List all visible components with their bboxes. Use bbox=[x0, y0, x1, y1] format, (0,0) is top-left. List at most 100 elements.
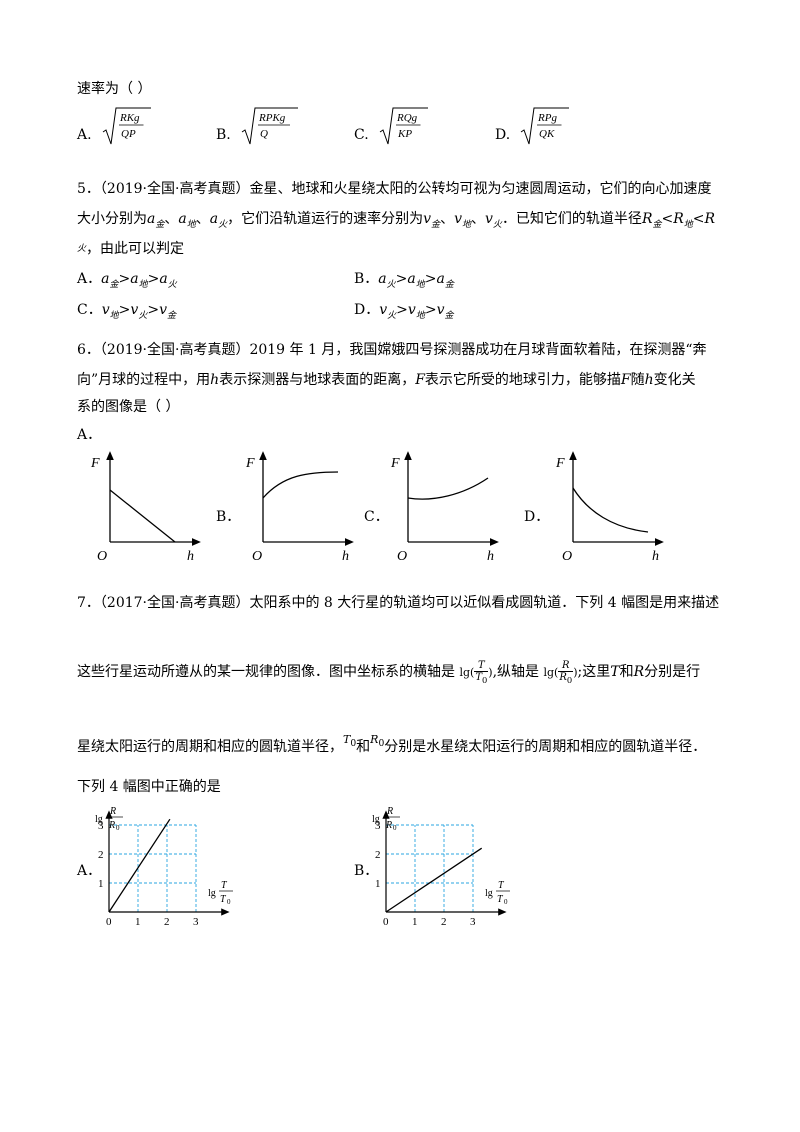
radical-denominator: Q bbox=[260, 128, 268, 140]
y-axis-label-num: R bbox=[386, 806, 393, 817]
sep: 、 bbox=[471, 211, 485, 227]
graph-F-label: F bbox=[245, 456, 255, 471]
q6-line3: 系的图像是（ ） bbox=[77, 399, 180, 415]
sym-R0: R bbox=[370, 733, 379, 746]
q6-stem2a: 向”月球的过程中，用 bbox=[77, 372, 211, 388]
graph-a-curve bbox=[109, 489, 176, 543]
graph-d-curve bbox=[572, 487, 649, 533]
sub-di: 地 bbox=[186, 220, 196, 230]
gt: > bbox=[395, 271, 408, 287]
q6-option-c-label[interactable]: C． bbox=[364, 509, 389, 525]
q7-option-b-label[interactable]: B． bbox=[354, 863, 379, 879]
opt-label: C. bbox=[354, 127, 369, 143]
x-axis-label-sub: 0 bbox=[227, 898, 231, 906]
q7-stem2b: ,纵轴是 bbox=[492, 664, 540, 680]
q7-stem1: 太阳系中的 8 大行星的轨道均可以近似看成圆轨道．下列 4 幅图是用来描述 bbox=[249, 595, 720, 611]
graph-O-label: O bbox=[397, 549, 407, 564]
sym-F: F bbox=[620, 372, 631, 388]
radical-icon: RPKg Q bbox=[241, 107, 298, 145]
sym-a: a bbox=[378, 271, 387, 287]
graph-h-label: h bbox=[342, 549, 349, 564]
q6-graph-a[interactable]: F O h bbox=[85, 450, 205, 570]
sub-zero: 0 bbox=[566, 675, 573, 685]
y-axis-label-den: R bbox=[108, 820, 115, 831]
q7-number: 7． bbox=[77, 595, 100, 611]
sym-R: R bbox=[641, 211, 653, 227]
x-tick-label: 1 bbox=[412, 916, 418, 928]
sep: 、 bbox=[195, 211, 210, 227]
series-line bbox=[108, 818, 171, 913]
q7-line3: 星绕太阳运行的周期和相应的圆轨道半径，T0和R0分别是水星绕太阳运行的周期和相应… bbox=[77, 732, 706, 767]
y-tick-label: 1 bbox=[98, 878, 104, 890]
radical-icon: RPg QK bbox=[520, 107, 569, 145]
y-tick-label: 3 bbox=[98, 820, 104, 832]
x-axis-label-num: T bbox=[498, 880, 505, 891]
sym-v: v bbox=[379, 302, 388, 318]
graph-O-label: O bbox=[252, 549, 262, 564]
q5-option-c[interactable]: C．v地>v火>v金 bbox=[77, 301, 176, 321]
opt-label: A． bbox=[77, 271, 102, 287]
q7-option-a-label[interactable]: A． bbox=[77, 863, 102, 879]
lg-T-fraction: lg(T T0) bbox=[459, 660, 492, 685]
opt-label: B． bbox=[354, 271, 379, 287]
q7-line1: 7．（2017·全国·高考真题）太阳系中的 8 大行星的轨道均可以近似看成圆轨道… bbox=[77, 594, 719, 612]
q5-option-a[interactable]: A．a金>a地>a火 bbox=[77, 270, 177, 290]
x-axis-label-num: T bbox=[221, 880, 228, 891]
x-tick-label: 2 bbox=[441, 916, 447, 928]
radical-numerator: RPg bbox=[537, 112, 557, 124]
sym-F: F bbox=[415, 372, 425, 388]
sym-v: v bbox=[159, 302, 167, 318]
sub-di: 地 bbox=[109, 311, 119, 321]
sym-v: v bbox=[423, 211, 432, 227]
q7-stem3a: 星绕太阳运行的周期和相应的圆轨道半径， bbox=[77, 739, 343, 755]
sub-huo: 火 bbox=[167, 280, 177, 290]
q6-source: （2019·全国·高考真题） bbox=[99, 342, 250, 358]
sub-di: 地 bbox=[415, 311, 425, 321]
x-axis-label-den: T bbox=[497, 894, 504, 905]
graph-F-label: F bbox=[555, 456, 565, 471]
sub-huo: 火 bbox=[218, 220, 228, 230]
q6-graph-d[interactable]: F O h bbox=[548, 450, 668, 570]
q6-option-a-label[interactable]: A． bbox=[77, 427, 102, 443]
q7-stem3b: 和 bbox=[356, 739, 371, 755]
q6-graph-b[interactable]: F O h bbox=[238, 450, 358, 570]
graph-h-label: h bbox=[652, 549, 659, 564]
x-tick-label: 0 bbox=[383, 916, 389, 928]
q5-option-d[interactable]: D．v火>v地>v金 bbox=[354, 301, 454, 321]
radical-icon: RQg KP bbox=[379, 107, 428, 145]
q5-line2: 大小分别为a金、a地、a火，它们沿轨道运行的速率分别为v金、v地、v火．已知它们… bbox=[77, 210, 715, 230]
radical-numerator: RKg bbox=[119, 112, 140, 124]
opt-label: A. bbox=[77, 127, 92, 143]
gt: > bbox=[147, 302, 160, 318]
sym-a: a bbox=[407, 271, 416, 287]
y-axis-label-num: R bbox=[109, 806, 116, 817]
q4-stem-tail: 速率为（ ） bbox=[77, 81, 152, 97]
x-axis-label-den: T bbox=[220, 894, 227, 905]
lt: < bbox=[692, 211, 705, 227]
sub-zero: 0 bbox=[378, 738, 385, 750]
x-tick-label: 2 bbox=[164, 916, 170, 928]
q6-stem2b: 表示探测器与地球表面的距离， bbox=[219, 372, 416, 388]
sub-jin: 金 bbox=[444, 280, 454, 290]
sym-a: a bbox=[147, 211, 156, 227]
sub-jin: 金 bbox=[444, 311, 454, 321]
q6-stem2e: 变化关 bbox=[653, 372, 696, 388]
x-axis-label-sub: 0 bbox=[504, 898, 508, 906]
q6-graph-c[interactable]: F O h bbox=[383, 450, 503, 570]
sym-a: a bbox=[178, 211, 187, 227]
q6-option-b-label[interactable]: B． bbox=[216, 509, 241, 525]
q5-option-b[interactable]: B．a火>a地>a金 bbox=[354, 270, 454, 290]
sym-a: a bbox=[209, 211, 219, 227]
sub-jin: 金 bbox=[652, 220, 662, 230]
sym-v: v bbox=[436, 302, 445, 318]
graph-F-label: F bbox=[390, 456, 400, 471]
sym-a: a bbox=[101, 271, 110, 287]
graph-h-label: h bbox=[487, 549, 494, 564]
sym-v: v bbox=[407, 302, 416, 318]
q6-option-d-label[interactable]: D． bbox=[524, 509, 550, 525]
sym-v: v bbox=[485, 211, 493, 227]
sub-jin: 金 bbox=[155, 220, 165, 230]
x-tick-label: 1 bbox=[135, 916, 141, 928]
